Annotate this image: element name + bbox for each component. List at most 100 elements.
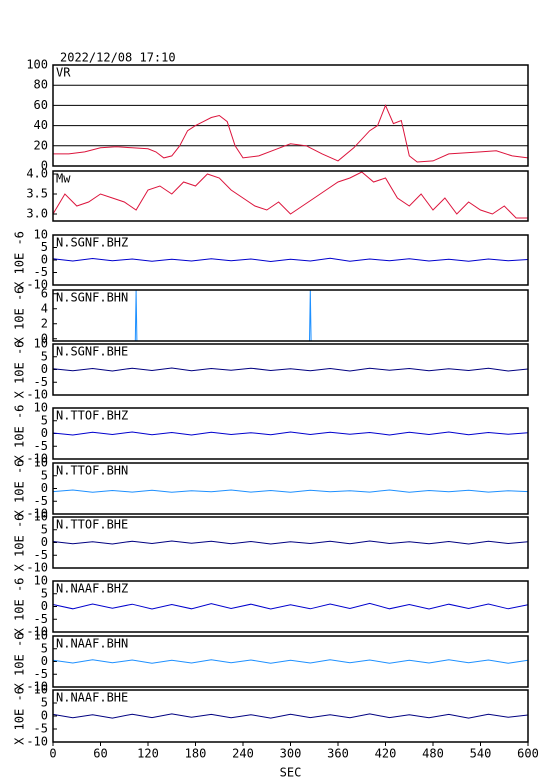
panel-label: N.SGNF.BHZ (56, 236, 128, 250)
trace (52, 171, 528, 219)
trace (52, 489, 529, 493)
x-tick-label: 420 (375, 747, 397, 761)
y-tick-label: 10 (34, 401, 48, 415)
y-tick-label: -5 (34, 375, 48, 389)
panel-label: N.NAAF.BHN (56, 637, 128, 651)
y-tick-label: 4.0 (26, 167, 48, 181)
y-tick-label: 40 (34, 118, 48, 132)
panel-frame (52, 343, 529, 396)
y-tick-label: 3.0 (26, 207, 48, 221)
y-tick-label: -5 (34, 612, 48, 626)
y-tick-label: 4 (41, 301, 48, 315)
y-tick-label: 10 (34, 574, 48, 588)
y-tick-label: 3.5 (26, 187, 48, 201)
trace (52, 659, 529, 664)
y-tick-label: -5 (34, 494, 48, 508)
y-tick-label: 0 (41, 709, 48, 723)
y-tick-label: -5 (34, 439, 48, 453)
trace (52, 713, 529, 719)
panel-frame (52, 289, 529, 342)
y-axis-label: X 10E -6 (13, 460, 27, 518)
y-tick-label: 2 (41, 316, 48, 330)
y-tick-label: -10 (26, 278, 48, 292)
panel-label: Mw (56, 172, 71, 186)
panel-frame (52, 516, 529, 569)
panel-label: N.TTOF.BHE (56, 518, 128, 532)
y-tick-label: 0 (41, 599, 48, 613)
y-tick-label: 10 (34, 683, 48, 697)
panel-frame (52, 635, 529, 688)
x-tick-label: 240 (232, 747, 254, 761)
y-tick-label: 10 (34, 629, 48, 643)
y-tick-label: -10 (26, 452, 48, 466)
y-tick-label: 5 (41, 696, 48, 710)
panel-frame (52, 580, 529, 633)
y-tick-label: -10 (26, 388, 48, 402)
panel-frame (52, 462, 529, 515)
trace (52, 367, 529, 372)
y-tick-label: 20 (34, 138, 48, 152)
y-tick-label: 5 (41, 413, 48, 427)
y-tick-label: 5 (41, 240, 48, 254)
trace (53, 104, 529, 163)
x-tick-label: 120 (137, 747, 159, 761)
y-tick-label: 0 (41, 654, 48, 668)
y-axis-label: X 10E -6 (13, 633, 27, 691)
y-tick-label: 10 (34, 228, 48, 242)
panel-label: N.TTOF.BHN (56, 464, 128, 478)
y-tick-label: 0 (41, 159, 48, 173)
x-tick-label: 300 (280, 747, 302, 761)
x-tick-label: 180 (185, 747, 207, 761)
panel-frame (52, 64, 529, 167)
panel-frame (52, 407, 529, 460)
trace (52, 257, 529, 263)
y-tick-label: 0 (41, 481, 48, 495)
y-tick-label: 10 (34, 337, 48, 351)
y-axis-label: X 10E -6 (13, 341, 27, 399)
x-tick-label: 480 (422, 747, 444, 761)
y-tick-label: 100 (26, 58, 48, 72)
y-tick-label: 60 (34, 98, 48, 112)
x-tick-label: 360 (327, 747, 349, 761)
y-tick-label: -5 (34, 667, 48, 681)
y-tick-label: -5 (34, 722, 48, 736)
y-axis-label: X 10E -6 (13, 231, 27, 289)
y-tick-label: 5 (41, 349, 48, 363)
y-tick-label: 5 (41, 522, 48, 536)
y-axis-label: X 10E -6 (13, 578, 27, 636)
y-tick-label: 80 (34, 78, 48, 92)
panel-label: N.SGNF.BHE (56, 345, 128, 359)
x-tick-label: 600 (517, 747, 539, 761)
x-tick-label: 0 (49, 747, 56, 761)
y-tick-label: 0 (41, 362, 48, 376)
y-axis-label: X 10E -6 (13, 405, 27, 463)
y-tick-label: 0 (41, 253, 48, 267)
trace (52, 602, 529, 610)
trace (52, 431, 529, 436)
panel-label: N.NAAF.BHE (56, 691, 128, 705)
y-tick-label: -10 (26, 507, 48, 521)
y-tick-label: 0 (41, 331, 48, 345)
panel-label: N.SGNF.BHN (56, 291, 128, 305)
y-tick-label: 5 (41, 586, 48, 600)
y-tick-label: -10 (26, 735, 48, 749)
panel-label: VR (56, 66, 71, 80)
y-tick-label: 0 (41, 535, 48, 549)
y-tick-label: 5 (41, 468, 48, 482)
trace (52, 540, 529, 545)
y-tick-label: -10 (26, 680, 48, 694)
y-tick-label: -10 (26, 625, 48, 639)
x-tick-label: 540 (470, 747, 492, 761)
y-axis-label: X 10E -6 (13, 687, 27, 745)
x-tick-label: 60 (93, 747, 107, 761)
y-tick-label: -5 (34, 265, 48, 279)
y-tick-label: 0 (41, 426, 48, 440)
y-tick-label: -10 (26, 561, 48, 575)
y-tick-label: -5 (34, 548, 48, 562)
x-axis-label: SEC (280, 766, 302, 780)
panel-label: N.TTOF.BHZ (56, 409, 128, 423)
y-tick-label: 5 (41, 641, 48, 655)
panel-frame (52, 170, 529, 222)
panel-label: N.NAAF.BHZ (56, 582, 128, 596)
